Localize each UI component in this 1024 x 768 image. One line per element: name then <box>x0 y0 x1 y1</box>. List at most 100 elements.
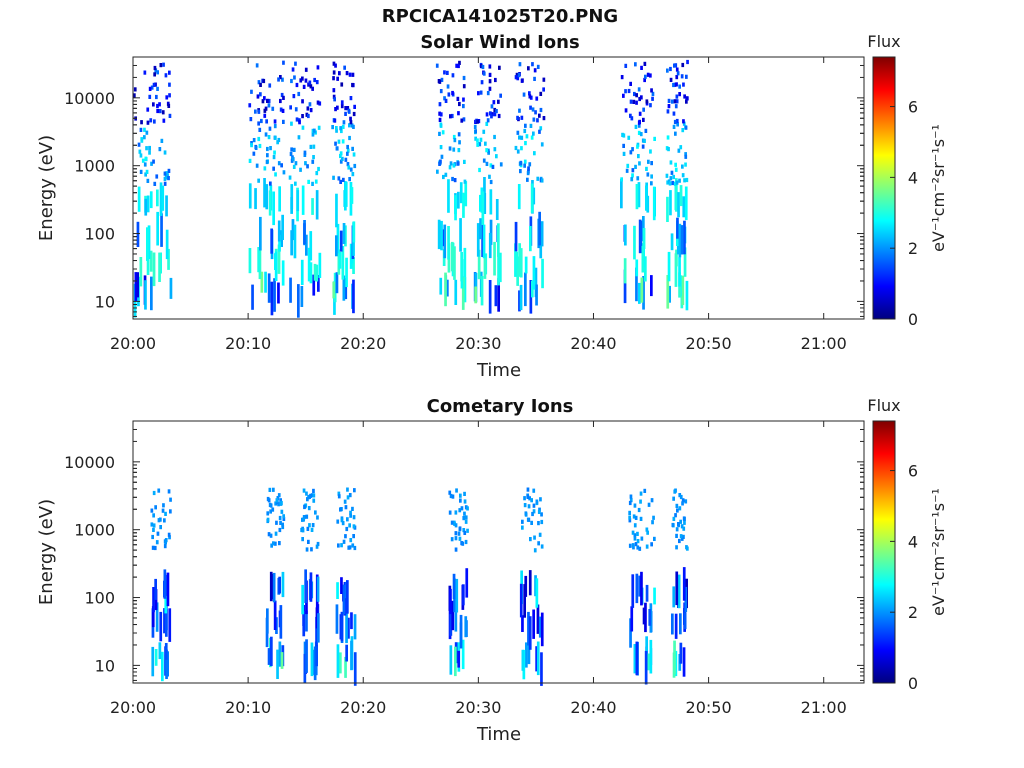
heatmap-cell <box>309 493 312 498</box>
heatmap-cell <box>650 88 653 93</box>
colorbar-tick-label: 0 <box>908 310 918 329</box>
heatmap-cell <box>346 151 349 156</box>
heatmap-cell <box>650 161 653 166</box>
heatmap-cell <box>154 578 157 600</box>
heatmap-cell <box>683 94 686 99</box>
heatmap-cell <box>248 103 252 108</box>
heatmap-cell <box>526 171 530 176</box>
heatmap-cell <box>163 176 167 181</box>
heatmap-cell <box>164 511 167 516</box>
heatmap-cell <box>516 256 519 286</box>
heatmap-cell <box>250 143 253 148</box>
heatmap-cell <box>678 178 681 183</box>
heatmap-cell <box>632 514 636 519</box>
heatmap-cell <box>440 220 443 251</box>
heatmap-cell <box>532 256 536 290</box>
heatmap-cell <box>644 256 647 282</box>
heatmap-cell <box>161 185 165 211</box>
heatmap-cell <box>168 608 172 642</box>
heatmap-cell <box>463 277 467 303</box>
heatmap-cell <box>136 221 140 247</box>
heatmap-cell <box>278 576 281 594</box>
heatmap-cell <box>673 640 676 675</box>
colorbar <box>872 56 896 320</box>
heatmap-cell <box>669 190 672 216</box>
heatmap-cell <box>155 602 159 632</box>
plot-frame <box>132 56 865 320</box>
heatmap-cell <box>164 540 167 545</box>
heatmap-cell <box>679 534 683 539</box>
heatmap-cell <box>296 190 300 212</box>
heatmap-cell <box>168 70 171 75</box>
heatmap-cell <box>259 92 262 97</box>
heatmap-cell <box>526 177 529 182</box>
heatmap-cell <box>291 67 295 72</box>
heatmap-cell <box>639 220 643 246</box>
heatmap-cell <box>455 578 459 613</box>
heatmap-cell <box>452 147 456 152</box>
heatmap-cell <box>309 84 313 89</box>
heatmap-cell <box>450 520 454 525</box>
colorbar-label: Flux <box>867 396 900 415</box>
heatmap-cell <box>517 73 521 78</box>
heatmap-cell <box>464 539 468 545</box>
heatmap-cell <box>349 120 353 125</box>
heatmap-cell <box>315 607 319 629</box>
heatmap-cell <box>311 159 315 164</box>
heatmap-cell <box>258 127 262 132</box>
colorbar-ticks: 0 2 4 6 <box>890 98 918 329</box>
heatmap-cell <box>146 107 150 112</box>
heatmap-cell <box>278 515 282 521</box>
heatmap-cell <box>280 500 283 506</box>
heatmap-cell <box>332 88 336 93</box>
heatmap-cell <box>305 234 308 256</box>
heatmap-cell <box>643 77 646 83</box>
heatmap-cell <box>529 537 532 542</box>
heatmap-cell <box>516 76 520 81</box>
heatmap-cell <box>675 249 678 267</box>
heatmap-cell <box>150 522 154 527</box>
heatmap-cell <box>479 137 483 142</box>
heatmap-cell <box>461 276 465 310</box>
heatmap-cell <box>540 652 543 686</box>
heatmap-cell <box>538 129 541 134</box>
heatmap-cell <box>277 137 281 143</box>
heatmap-cell <box>266 511 270 516</box>
heatmap-cell <box>466 506 469 511</box>
heatmap-cell <box>628 515 631 520</box>
heatmap-cell <box>682 526 686 531</box>
heatmap-cell <box>528 496 531 501</box>
heatmap-cell <box>309 144 313 149</box>
heatmap-cell <box>153 545 157 551</box>
heatmap-cell <box>529 280 533 314</box>
heatmap-cell <box>637 130 641 135</box>
heatmap-cell <box>538 113 541 118</box>
heatmap-cell <box>681 62 685 68</box>
heatmap-cell <box>352 279 355 314</box>
heatmap-cell <box>523 163 526 168</box>
heatmap-cell <box>685 99 688 104</box>
heatmap-cell <box>518 290 521 312</box>
heatmap-cell <box>143 162 147 167</box>
heatmap-cell <box>458 526 462 531</box>
heatmap-cell <box>480 276 484 306</box>
heatmap-cell <box>148 86 152 91</box>
heatmap-cell <box>684 125 688 130</box>
heatmap-cell <box>640 65 643 70</box>
heatmap-cell <box>536 641 540 676</box>
heatmap-cell <box>676 71 680 76</box>
heatmap-cell <box>637 182 641 208</box>
heatmap-cell <box>461 541 465 546</box>
heatmap-cell <box>670 99 674 104</box>
heatmap-cell <box>312 493 316 498</box>
heatmap-cell <box>335 128 338 133</box>
heatmap-cell <box>640 277 644 303</box>
heatmap-cell <box>650 542 653 547</box>
heatmap-cell <box>633 536 637 541</box>
heatmap-cell <box>148 150 151 155</box>
heatmap-cell <box>273 150 276 155</box>
heatmap-cell <box>678 538 681 544</box>
heatmap-cell <box>156 70 159 75</box>
heatmap-cell <box>635 93 638 98</box>
heatmap-cell <box>675 571 679 606</box>
